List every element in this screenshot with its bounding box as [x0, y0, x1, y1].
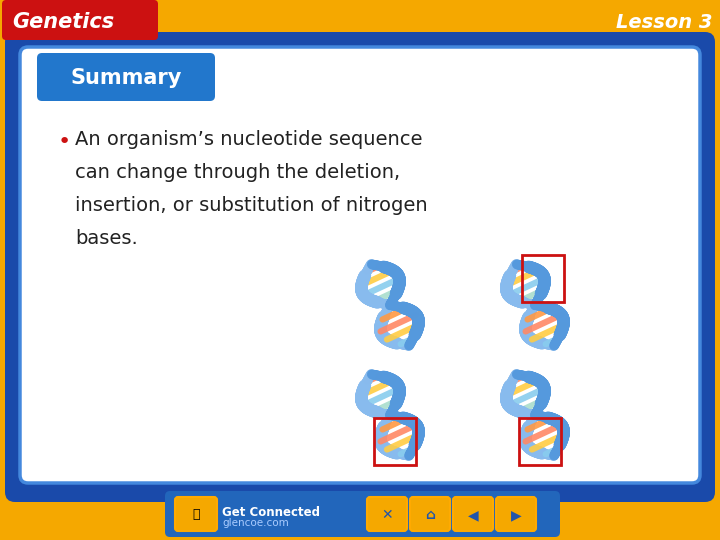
FancyBboxPatch shape — [175, 497, 217, 531]
Text: ✕: ✕ — [381, 508, 393, 522]
FancyBboxPatch shape — [410, 497, 450, 531]
Text: •: • — [58, 132, 71, 152]
Text: Lesson 3: Lesson 3 — [616, 12, 712, 31]
Bar — [374, 418, 416, 465]
Text: Summary: Summary — [71, 68, 181, 88]
Text: can change through the deletion,: can change through the deletion, — [75, 163, 400, 182]
Text: glencoe.com: glencoe.com — [222, 518, 289, 528]
Text: Get Connected: Get Connected — [222, 506, 320, 519]
FancyBboxPatch shape — [2, 0, 158, 40]
Text: ⌂: ⌂ — [425, 508, 435, 522]
FancyBboxPatch shape — [367, 497, 407, 531]
Text: insertion, or substitution of nitrogen: insertion, or substitution of nitrogen — [75, 196, 428, 215]
FancyBboxPatch shape — [496, 497, 536, 531]
FancyBboxPatch shape — [453, 497, 493, 531]
FancyBboxPatch shape — [20, 47, 700, 483]
Bar — [518, 418, 562, 465]
FancyBboxPatch shape — [165, 491, 560, 537]
FancyBboxPatch shape — [5, 32, 715, 502]
Text: 📱: 📱 — [192, 509, 199, 522]
Text: bases.: bases. — [75, 229, 138, 248]
Text: Genetics: Genetics — [12, 12, 114, 32]
FancyBboxPatch shape — [37, 53, 215, 101]
Bar — [522, 255, 564, 302]
Text: ◀: ◀ — [468, 508, 478, 522]
Text: ▶: ▶ — [510, 508, 521, 522]
Text: An organism’s nucleotide sequence: An organism’s nucleotide sequence — [75, 130, 423, 149]
